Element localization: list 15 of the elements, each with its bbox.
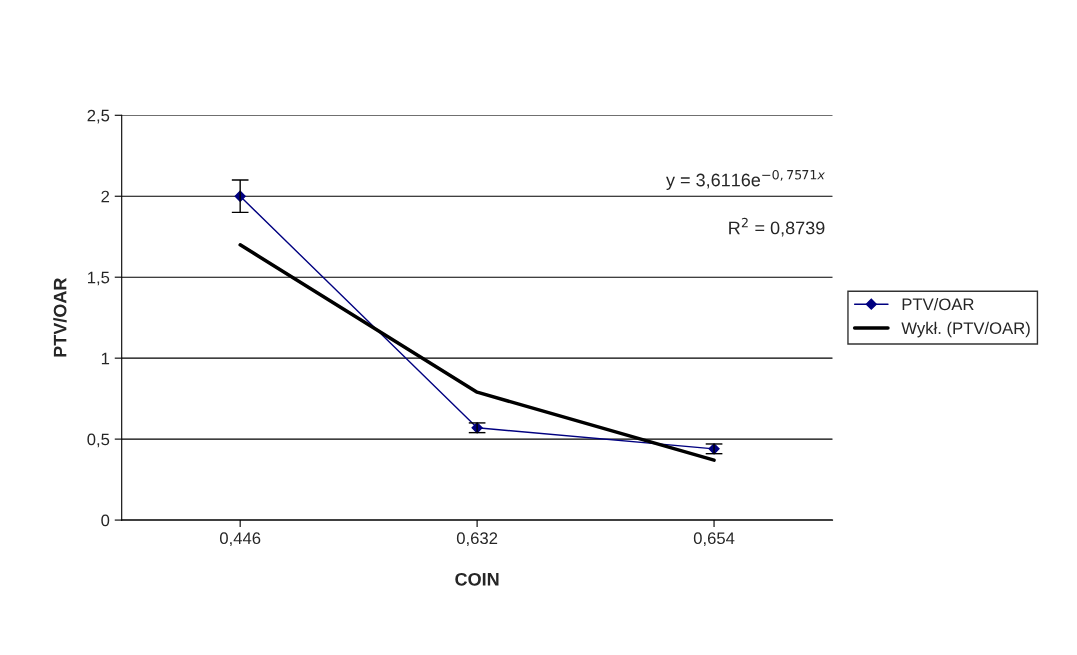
y-tick-label: 2,5 — [87, 109, 110, 124]
y-axis-title: PTV/OAR — [53, 277, 67, 357]
annotation: y = 3,6116e$^{−0,7571x}$ — [666, 169, 825, 190]
y-tick-label: 0,5 — [87, 433, 110, 448]
legend-label: PTV/OAR — [902, 297, 974, 311]
x-axis-title: COIN — [455, 572, 499, 586]
annotation: R$^{2}$ = 0,8739 — [729, 217, 825, 237]
y-tick-label: 2 — [101, 190, 110, 203]
x-tick-label: 0,632 — [456, 532, 498, 547]
y-tick-label: 0 — [101, 514, 110, 527]
y-tick-label: 1 — [101, 352, 110, 365]
y-tick-label: 1,5 — [88, 271, 110, 286]
x-tick-label: 0,446 — [219, 532, 261, 547]
x-tick-label: 0,654 — [693, 532, 735, 547]
legend-label: Wykł. (PTV/OAR) — [901, 321, 1030, 338]
